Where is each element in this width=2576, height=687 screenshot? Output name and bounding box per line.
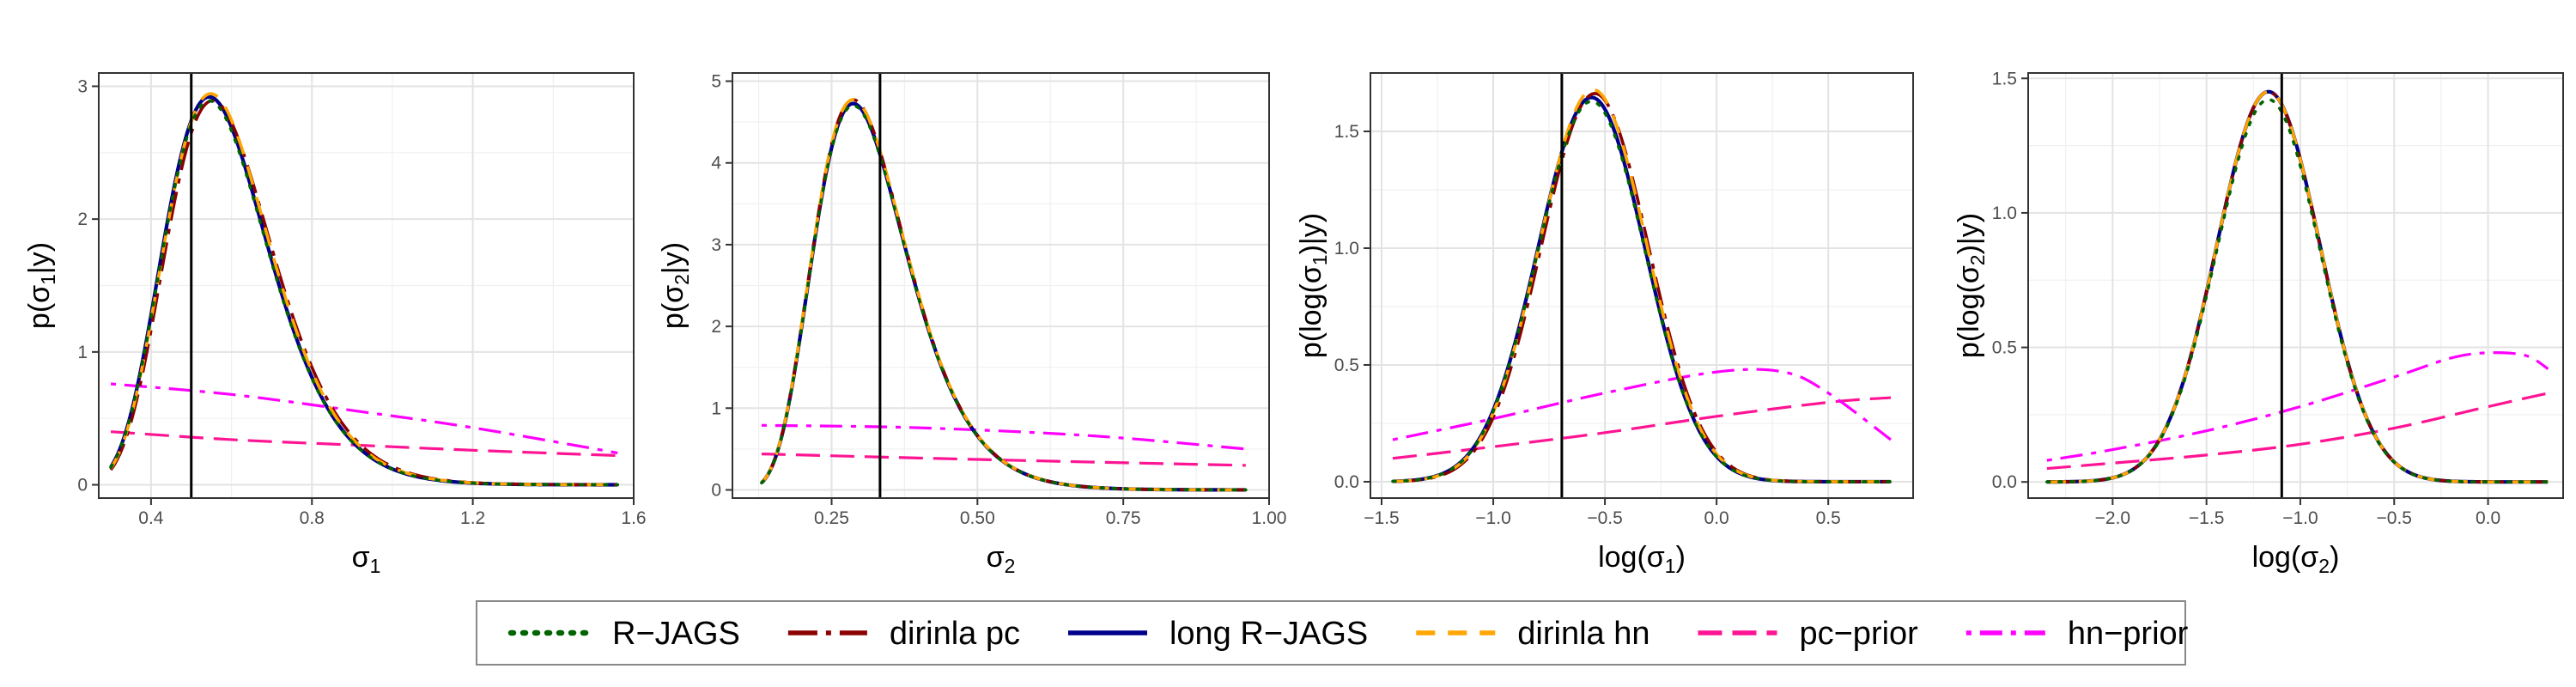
y-tick-label: 2 xyxy=(711,317,721,337)
legend-label: hn−prior xyxy=(2068,616,2189,652)
legend-item: dirinla pc xyxy=(787,616,1020,652)
series-line-hn-prior xyxy=(1392,368,1892,441)
y-tick-label: 0 xyxy=(711,480,721,500)
series-line-pc-prior xyxy=(1392,396,1892,460)
x-tick-label: 0.50 xyxy=(960,508,995,528)
legend-box xyxy=(476,600,2186,666)
x-axis-label: log(σ1) xyxy=(1598,541,1686,577)
panel-border xyxy=(732,72,1270,499)
series-line-hn-prior xyxy=(2046,351,2549,462)
series-line-pc-prior xyxy=(110,430,618,458)
series-line-hn-prior xyxy=(761,423,1246,451)
y-tick-label: 2 xyxy=(77,210,88,229)
x-tick-label: 0.4 xyxy=(138,508,164,528)
x-tick-label: 1.2 xyxy=(460,508,485,528)
series-line-r-jags xyxy=(760,104,1248,492)
legend-item: pc−prior xyxy=(1698,616,1918,652)
series-line-pc-prior xyxy=(2046,392,2549,471)
series-line-dirinla-hn xyxy=(2046,89,2549,483)
series-line-pc-prior xyxy=(761,453,1246,467)
y-tick-label: 1.5 xyxy=(1334,122,1359,142)
x-tick-label: −0.5 xyxy=(1587,508,1622,528)
y-tick-label: 0.5 xyxy=(1992,338,2017,358)
panel-3: −1.5 −1.0 −0.5 0.0 0.5 0.0 0.5 1.0 1.5 log(σ1) p(l… xyxy=(1295,72,1914,577)
x-tick-label: −1.5 xyxy=(2189,508,2224,528)
x-tick-label: 1.6 xyxy=(621,508,646,528)
x-axis-label: σ1 xyxy=(352,541,381,577)
y-tick-label: 3 xyxy=(711,235,721,255)
x-tick-label: −2.0 xyxy=(2095,508,2130,528)
y-axis-label: p(σ1|y) xyxy=(23,242,59,329)
series-line-r-jags xyxy=(109,99,620,487)
legend-item: long R−JAGS xyxy=(1067,616,1368,652)
series-line-r-jags xyxy=(2045,98,2550,483)
y-tick-label: 1 xyxy=(77,343,88,362)
x-tick-label: −1.5 xyxy=(1364,508,1399,528)
panel-1: 0.4 0.8 1.2 1.6 0 1 2 3 σ1 p(σ1|y) xyxy=(23,72,647,577)
x-tick-label: 0.0 xyxy=(1704,508,1729,528)
legend-item: hn−prior xyxy=(1965,616,2189,652)
x-tick-label: 0.5 xyxy=(1816,508,1841,528)
x-tick-label: −1.0 xyxy=(2282,508,2318,528)
y-tick-label: 0 xyxy=(77,476,88,495)
y-tick-label: 0.0 xyxy=(1334,472,1359,492)
y-axis-label: p(log(σ1)|y) xyxy=(1295,213,1331,358)
legend-item: dirinla hn xyxy=(1416,616,1649,652)
plot-background xyxy=(1370,73,1913,498)
y-tick-label: 4 xyxy=(711,154,721,173)
legend-label: long R−JAGS xyxy=(1170,616,1368,652)
series-line-hn-prior xyxy=(110,382,618,454)
x-axis-label: σ2 xyxy=(987,541,1016,577)
series-line-r-jags xyxy=(1391,100,1893,483)
legend-label: dirinla pc xyxy=(890,616,1020,652)
legend-label: pc−prior xyxy=(1799,616,1918,652)
panel-2: 0.25 0.50 0.75 1.00 0 1 2 3 4 5 σ2 p(σ2|y) xyxy=(657,72,1286,577)
x-tick-label: 0.0 xyxy=(2476,508,2500,528)
y-tick-label: 1.0 xyxy=(1992,204,2017,223)
y-tick-label: 0.0 xyxy=(1992,472,2017,492)
legend-label: R−JAGS xyxy=(612,616,740,652)
panel-border xyxy=(1370,72,1914,499)
legend-label: dirinla hn xyxy=(1517,616,1649,652)
y-axis-label: p(σ2|y) xyxy=(657,242,693,329)
x-tick-label: 0.25 xyxy=(814,508,849,528)
y-tick-label: 1 xyxy=(711,398,721,418)
y-tick-label: 1.0 xyxy=(1334,239,1359,258)
x-tick-label: −0.5 xyxy=(2377,508,2412,528)
y-tick-label: 5 xyxy=(711,72,721,92)
x-tick-label: 0.8 xyxy=(300,508,325,528)
y-tick-label: 1.5 xyxy=(1992,69,2017,88)
y-tick-label: 3 xyxy=(77,76,88,96)
legend: R−JAGS dirinla pc long R−JAGS dirinla hn pc−… xyxy=(476,600,2189,666)
panel-border xyxy=(98,72,635,499)
x-tick-label: 0.75 xyxy=(1106,508,1141,528)
x-tick-label: −1.0 xyxy=(1475,508,1510,528)
x-axis-label: log(σ2) xyxy=(2252,541,2340,577)
x-tick-label: 1.00 xyxy=(1252,508,1287,528)
series-line-dirinla-hn xyxy=(1392,88,1891,483)
y-axis-label: p(log(σ2)|y) xyxy=(1953,213,1989,358)
legend-item: R−JAGS xyxy=(507,616,740,652)
y-tick-label: 0.5 xyxy=(1334,356,1359,375)
panel-border xyxy=(2027,72,2564,499)
panel-4: −2.0 −1.5 −1.0 −0.5 0.0 0.0 0.5 1.0 1.5 log(σ2) p(… xyxy=(1953,69,2564,577)
